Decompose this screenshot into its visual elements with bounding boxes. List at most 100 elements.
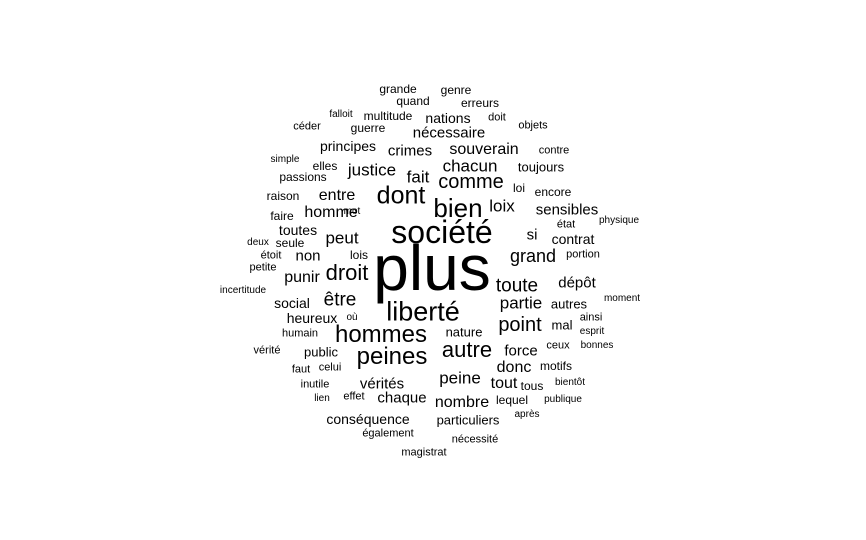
word-grand: grand — [509, 246, 557, 266]
word-peut: peut — [325, 228, 359, 248]
word-falloit: falloit — [329, 109, 353, 120]
word-bonnes: bonnes — [580, 340, 614, 351]
word-toute: toute — [495, 275, 539, 297]
word-etoit: étoit — [260, 249, 282, 262]
word-nations: nations — [425, 110, 471, 126]
word-verites: vérités — [359, 375, 405, 393]
word-doit: doit — [488, 111, 506, 124]
word-motifs: motifs — [539, 359, 573, 373]
word-particuliers: particuliers — [436, 412, 500, 428]
word-sensibles: sensibles — [535, 201, 599, 219]
word-force: force — [504, 342, 538, 360]
word-entre: entre — [318, 187, 356, 204]
word-heureux: heureux — [286, 310, 338, 326]
word-raison: raison — [266, 189, 300, 203]
word-chaque: chaque — [377, 389, 427, 407]
word-si: si — [526, 226, 538, 244]
word-tous: tous — [520, 379, 544, 393]
word-droit: droit — [325, 260, 369, 285]
word-encore: encore — [534, 185, 572, 199]
word-necessaire: nécessaire — [412, 124, 486, 142]
word-comme: comme — [438, 171, 504, 193]
word-lien: lien — [314, 393, 330, 404]
word-souverain: souverain — [449, 141, 519, 158]
word-public: public — [304, 344, 338, 360]
word-depot: dépôt — [558, 274, 596, 292]
word-ceux: ceux — [546, 339, 570, 352]
word-objets: objets — [518, 119, 548, 132]
word-seule: seule — [275, 236, 305, 250]
word-contre: contre — [538, 144, 570, 157]
word-plus: plus — [373, 232, 491, 304]
word-loi: loi — [512, 181, 526, 195]
word-magistrat: magistrat — [401, 446, 447, 459]
word-petite: petite — [249, 261, 277, 274]
word-physique: physique — [598, 215, 640, 226]
word-tout: tout — [490, 375, 518, 392]
word-toutes: toutes — [278, 222, 318, 238]
word-liberte: liberté — [386, 296, 460, 327]
word-punir: punir — [284, 269, 320, 286]
word-bientot: bientôt — [554, 377, 586, 388]
word-passions: passions — [279, 170, 327, 184]
word-nombre: nombre — [434, 394, 490, 411]
word-mal: mal — [551, 317, 573, 333]
word-grande: grande — [379, 82, 417, 96]
word-etat: état — [556, 218, 576, 231]
word-erreurs: erreurs — [460, 96, 500, 110]
word-non: non — [295, 247, 321, 265]
word-verite: vérité — [253, 344, 281, 357]
word-peine: peine — [439, 368, 481, 388]
word-apres: après — [514, 409, 540, 420]
word-ainsi: ainsi — [579, 311, 603, 324]
word-lequel: lequel — [495, 393, 529, 407]
word-dont: dont — [376, 181, 426, 210]
word-contrat: contrat — [551, 231, 595, 247]
word-guerre: guerre — [350, 121, 386, 135]
word-inutile: inutile — [300, 378, 330, 391]
word-quand: quand — [396, 94, 430, 108]
word-hommes: hommes — [334, 321, 428, 348]
word-point: point — [498, 314, 542, 336]
word-fait: fait — [406, 167, 430, 187]
word-loix: loix — [489, 196, 515, 216]
word-publique: publique — [544, 394, 582, 405]
word-toujours: toujours — [517, 159, 565, 175]
word-homme: homme — [304, 204, 358, 221]
word-consequence: conséquence — [326, 411, 410, 427]
word-principes: principes — [319, 138, 377, 154]
word-autre: autre — [441, 337, 493, 362]
word-multitude: multitude — [363, 109, 413, 123]
word-ou: où — [346, 312, 358, 323]
word-chacun: chacun — [442, 156, 498, 176]
word-effet: effet — [343, 390, 365, 403]
word-mot: mot — [343, 206, 361, 217]
word-societe: société — [391, 214, 493, 250]
word-autres: autres — [550, 296, 588, 312]
word-portion: portion — [566, 248, 600, 261]
word-humain: humain — [281, 327, 319, 340]
word-justice: justice — [347, 160, 397, 180]
word-donc: donc — [496, 359, 532, 376]
word-egalement: également — [362, 427, 414, 440]
word-celui: celui — [318, 361, 342, 374]
word-simple: simple — [270, 154, 300, 165]
word-necessite: nécessité — [451, 433, 499, 446]
word-ceder: céder — [293, 120, 321, 133]
word-faut: faut — [291, 363, 311, 376]
word-bien: bien — [433, 193, 483, 223]
word-peines: peines — [356, 343, 428, 370]
word-moment: moment — [603, 293, 641, 304]
word-elles: elles — [312, 159, 338, 173]
word-incertitude: incertitude — [219, 285, 267, 296]
word-crimes: crimes — [387, 142, 433, 160]
word-faire: faire — [270, 209, 294, 223]
word-lois: lois — [349, 248, 369, 262]
word-esprit: esprit — [579, 326, 605, 337]
word-nature: nature — [445, 324, 483, 340]
word-deux: deux — [247, 237, 269, 248]
word-social: social — [274, 295, 310, 311]
word-etre: être — [323, 289, 357, 311]
word-partie: partie — [499, 293, 543, 313]
